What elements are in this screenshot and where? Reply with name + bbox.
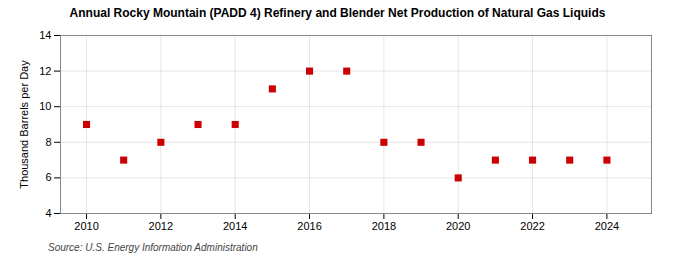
svg-text:8: 8 [45, 136, 51, 148]
svg-text:2014: 2014 [223, 220, 247, 232]
svg-text:2016: 2016 [297, 220, 321, 232]
svg-text:Thousand Barrels per Day: Thousand Barrels per Day [18, 60, 30, 189]
svg-text:2012: 2012 [149, 220, 173, 232]
svg-text:2022: 2022 [520, 220, 544, 232]
svg-text:6: 6 [45, 171, 51, 183]
html-text:Annual Rocky Mountain (PADD 4): Annual Rocky Mountain (PADD 4) Refinery … [69, 6, 606, 20]
svg-text:2024: 2024 [595, 220, 619, 232]
svg-text:10: 10 [39, 100, 51, 112]
svg-text:14: 14 [39, 29, 51, 41]
svg-text:2010: 2010 [74, 220, 98, 232]
svg-text:4: 4 [45, 207, 51, 219]
svg-text:2020: 2020 [446, 220, 470, 232]
svg-text:2018: 2018 [372, 220, 396, 232]
svg-text:12: 12 [39, 65, 51, 77]
html-text:Source: U.S. Energy Informatio: Source: U.S. Energy Information Administ… [48, 242, 258, 253]
